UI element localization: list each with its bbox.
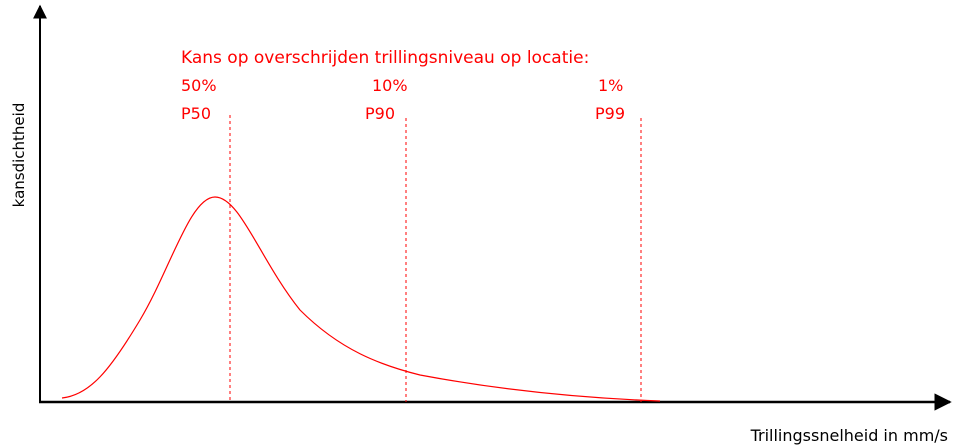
density-curve (61, 196, 661, 402)
percent-label: 10% (372, 76, 408, 95)
percent-label: 1% (598, 76, 623, 95)
percent-label: 50% (181, 76, 217, 95)
level-label: P50 (181, 104, 211, 123)
title: Kans op overschrijden trillingsniveau op… (181, 48, 589, 68)
x-axis-label: Trillingssnelheid in mm/s (750, 426, 948, 445)
y-axis-label: kansdichtheid (10, 103, 28, 208)
level-label: P90 (365, 104, 395, 123)
level-label: P99 (595, 104, 625, 123)
